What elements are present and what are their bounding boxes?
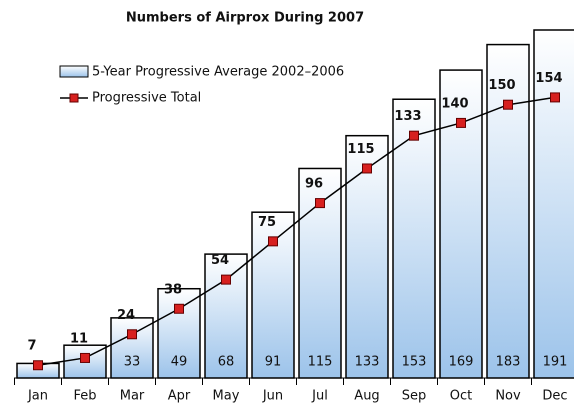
marker [33, 360, 43, 371]
chart-title: Numbers of Airprox During 2007 [126, 11, 364, 26]
bar [345, 134, 389, 379]
marker [503, 99, 513, 110]
bar [392, 98, 436, 379]
bar-value-label: 183 [496, 355, 521, 370]
x-tick-label: Apr [168, 389, 191, 404]
marker [409, 130, 419, 141]
x-tick-label: Feb [73, 389, 96, 404]
data-label: 7 [27, 339, 36, 354]
data-label: 154 [535, 71, 562, 86]
bar-value-label: 133 [355, 355, 380, 370]
data-label: 96 [305, 177, 323, 192]
legend-label: 5-Year Progressive Average 2002–2006 [92, 65, 344, 80]
bar-value-label: 33 [124, 355, 141, 370]
legend: 5-Year Progressive Average 2002–2006 Pro… [59, 65, 344, 106]
marker [127, 329, 137, 340]
x-tick-label: Aug [354, 389, 379, 404]
bar [439, 69, 483, 379]
x-tick-label: Jun [262, 389, 283, 404]
marker [174, 303, 184, 314]
bar [486, 43, 530, 379]
data-label: 115 [347, 142, 374, 157]
x-tick-label: Jul [311, 389, 328, 404]
marker [362, 163, 372, 174]
bar [157, 287, 201, 379]
data-label: 75 [258, 215, 276, 230]
x-tick-label: May [213, 389, 240, 404]
marker [315, 198, 325, 209]
marker [550, 92, 560, 103]
data-label: 11 [70, 331, 88, 346]
bar [533, 29, 574, 379]
legend-label: Progressive Total [92, 91, 201, 106]
bar-value-label: 49 [171, 355, 188, 370]
bar-value-label: 115 [308, 355, 333, 370]
bar-value-label: 191 [543, 355, 568, 370]
marker [221, 274, 231, 285]
bar-value-label: 68 [218, 355, 235, 370]
data-label: 150 [488, 78, 515, 93]
legend-swatch [59, 65, 89, 78]
data-label: 54 [211, 253, 229, 268]
x-tick-label: Mar [120, 389, 145, 404]
x-tick-label: Sep [402, 389, 427, 404]
data-label: 38 [164, 282, 182, 297]
marker [456, 117, 466, 128]
bar-value-label: 153 [402, 355, 427, 370]
x-tick-label: Dec [542, 389, 567, 404]
x-tick-label: Jan [27, 389, 48, 404]
data-label: 24 [117, 308, 135, 323]
marker [80, 352, 90, 363]
bar-value-label: 169 [449, 355, 474, 370]
x-tick-label: Nov [495, 389, 521, 404]
legend-marker [69, 93, 79, 103]
bar [251, 211, 295, 379]
data-label: 140 [441, 96, 468, 111]
data-label: 133 [394, 109, 421, 124]
x-tick-label: Oct [450, 389, 472, 404]
bar-value-label: 91 [265, 355, 282, 370]
line [37, 96, 556, 366]
marker [268, 236, 278, 247]
